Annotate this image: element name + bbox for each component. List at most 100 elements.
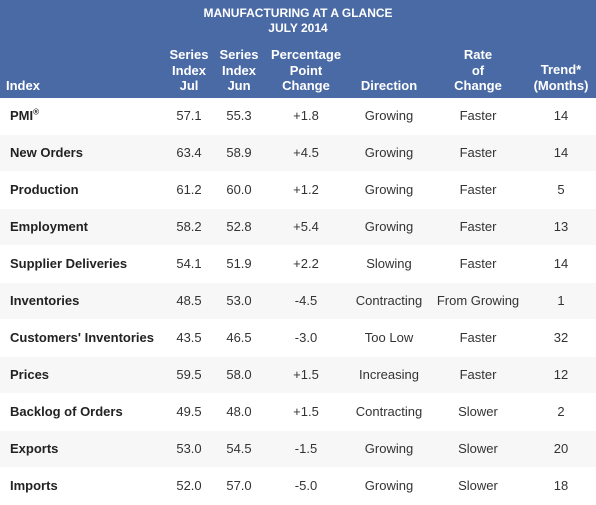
table-row: Employment 58.2 52.8 +5.4 Growing Faster…	[0, 209, 596, 246]
row-rate: Faster	[459, 219, 497, 234]
row-jun-value: 48.0	[226, 404, 252, 419]
row-rate: Faster	[459, 182, 497, 197]
table-row: New Orders 63.4 58.9 +4.5 Growing Faster…	[0, 135, 596, 172]
row-change-value: +5.4	[293, 219, 319, 234]
row-index-label: Exports	[10, 441, 59, 456]
row-jul-value: 54.1	[176, 256, 202, 271]
row-index-label: New Orders	[10, 145, 83, 160]
row-index-label: Prices	[10, 367, 50, 382]
row-jun-value: 57.0	[226, 478, 252, 493]
table-title: MANUFACTURING AT A GLANCE JULY 2014	[0, 6, 596, 36]
row-trend: 2	[557, 404, 565, 419]
row-direction: Contracting	[355, 404, 423, 419]
table-row: Production 61.2 60.0 +1.2 Growing Faster…	[0, 172, 596, 209]
table-row: Supplier Deliveries 54.1 51.9 +2.2 Slowi…	[0, 246, 596, 283]
header-index: Index	[6, 78, 40, 93]
row-index-label: PMI®	[10, 107, 40, 123]
title-line-2: JULY 2014	[268, 21, 328, 35]
row-jun-value: 52.8	[226, 219, 252, 234]
row-jul-value: 59.5	[176, 367, 202, 382]
row-rate: Faster	[459, 367, 497, 382]
row-rate: Faster	[459, 108, 497, 123]
row-rate: Slower	[458, 441, 498, 456]
header-direction: Direction	[360, 78, 418, 93]
row-trend: 13	[553, 219, 569, 234]
row-change-value: -3.0	[294, 330, 318, 345]
row-trend: 14	[553, 108, 569, 123]
header-change: Percentage Point Change	[270, 47, 342, 93]
row-jul-value: 49.5	[176, 404, 202, 419]
row-change-value: -1.5	[294, 441, 318, 456]
row-jun-value: 55.3	[226, 108, 252, 123]
row-jul-value: 53.0	[176, 441, 202, 456]
table-row: Inventories 48.5 53.0 -4.5 Contracting F…	[0, 283, 596, 320]
row-direction: Growing	[364, 478, 414, 493]
row-direction: Growing	[364, 108, 414, 123]
row-direction: Contracting	[355, 293, 423, 308]
row-rate: Faster	[459, 145, 497, 160]
row-change-value: -4.5	[294, 293, 318, 308]
row-trend: 32	[553, 330, 569, 345]
row-change-value: +1.8	[293, 108, 319, 123]
row-direction: Growing	[364, 219, 414, 234]
row-jul-value: 58.2	[176, 219, 202, 234]
row-index-label: Production	[10, 182, 79, 197]
row-change-value: +2.2	[293, 256, 319, 271]
row-jul-value: 52.0	[176, 478, 202, 493]
row-trend: 5	[557, 182, 565, 197]
table-row: Backlog of Orders 49.5 48.0 +1.5 Contrac…	[0, 394, 596, 431]
table-row: PMI® 57.1 55.3 +1.8 Growing Faster 14	[0, 98, 596, 135]
table-row: Prices 59.5 58.0 +1.5 Increasing Faster …	[0, 357, 596, 394]
row-jun-value: 51.9	[226, 256, 252, 271]
row-direction: Too Low	[364, 330, 414, 345]
row-rate: Slower	[458, 404, 498, 419]
row-jul-value: 48.5	[176, 293, 202, 308]
row-jul-value: 43.5	[176, 330, 202, 345]
table-row: Customers' Inventories 43.5 46.5 -3.0 To…	[0, 320, 596, 357]
row-change-value: +4.5	[293, 145, 319, 160]
row-trend: 14	[553, 145, 569, 160]
row-index-label: Inventories	[10, 293, 80, 308]
header-rate: Rate of Change	[454, 47, 502, 93]
header-jul: Series Index Jul	[169, 47, 209, 93]
row-direction: Growing	[364, 441, 414, 456]
row-index-label: Customers' Inventories	[10, 330, 154, 345]
row-change-value: -5.0	[294, 478, 318, 493]
row-direction: Growing	[364, 182, 414, 197]
row-direction: Growing	[364, 145, 414, 160]
row-rate: Faster	[459, 256, 497, 271]
table-header: MANUFACTURING AT A GLANCE JULY 2014 Inde…	[0, 0, 596, 98]
row-jun-value: 46.5	[226, 330, 252, 345]
row-jul-value: 57.1	[176, 108, 202, 123]
row-rate: Slower	[458, 478, 498, 493]
row-index-label: Imports	[10, 478, 58, 493]
header-jun: Series Index Jun	[219, 47, 259, 93]
header-trend: Trend* (Months)	[533, 62, 589, 93]
row-jun-value: 54.5	[226, 441, 252, 456]
row-index-label: Supplier Deliveries	[10, 256, 128, 271]
row-jul-value: 61.2	[176, 182, 202, 197]
title-line-1: MANUFACTURING AT A GLANCE	[203, 6, 393, 20]
row-index-label: Employment	[10, 219, 89, 234]
row-jul-value: 63.4	[176, 145, 202, 160]
row-rate: From Growing	[436, 293, 520, 308]
row-jun-value: 58.9	[226, 145, 252, 160]
table-row: Imports 52.0 57.0 -5.0 Growing Slower 18	[0, 468, 596, 505]
row-trend: 20	[553, 441, 569, 456]
row-direction: Increasing	[359, 367, 419, 382]
row-change-value: +1.5	[293, 404, 319, 419]
row-trend: 1	[557, 293, 565, 308]
row-jun-value: 53.0	[226, 293, 252, 308]
row-trend: 14	[553, 256, 569, 271]
table-row: Exports 53.0 54.5 -1.5 Growing Slower 20	[0, 431, 596, 468]
row-trend: 18	[553, 478, 569, 493]
row-trend: 12	[553, 367, 569, 382]
table-body: PMI® 57.1 55.3 +1.8 Growing Faster 14 Ne…	[0, 98, 596, 505]
row-change-value: +1.5	[293, 367, 319, 382]
row-jun-value: 60.0	[226, 182, 252, 197]
row-change-value: +1.2	[293, 182, 319, 197]
row-index-label: Backlog of Orders	[10, 404, 123, 419]
row-jun-value: 58.0	[226, 367, 252, 382]
row-rate: Faster	[459, 330, 497, 345]
